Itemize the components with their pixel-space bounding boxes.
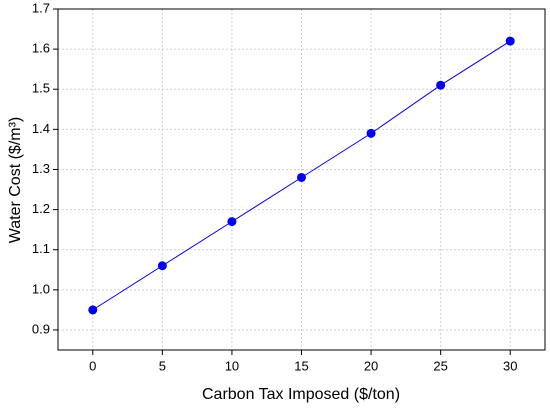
x-tick-label: 5 [159, 358, 166, 373]
plot-frame [57, 8, 546, 351]
data-point [157, 261, 167, 271]
data-point [505, 36, 515, 46]
y-tick-label: 1.6 [32, 41, 50, 56]
y-tick-label: 0.9 [32, 321, 50, 336]
y-tick-label: 1.2 [32, 201, 50, 216]
y-tick-label: 1.5 [32, 81, 50, 96]
x-tick-label: 10 [225, 358, 239, 373]
x-tick-label: 0 [89, 358, 96, 373]
data-point [366, 128, 376, 138]
data-point [297, 172, 306, 182]
data-point [227, 217, 237, 227]
y-tick-label: 1.7 [32, 0, 50, 15]
data-point [88, 305, 98, 315]
x-tick-label: 30 [503, 358, 517, 373]
x-tick-label: 20 [364, 358, 378, 373]
y-axis-title: Water Cost ($/m³) [7, 117, 24, 244]
y-tick-label: 1.4 [32, 121, 50, 136]
x-tick-label: 25 [433, 358, 447, 373]
y-tick-label: 1.0 [32, 281, 50, 296]
x-axis-title: Carbon Tax Imposed ($/ton) [202, 386, 400, 403]
y-tick-label: 1.1 [32, 241, 50, 256]
data-point [436, 80, 446, 90]
y-tick-label: 1.3 [32, 161, 50, 176]
x-tick-label: 15 [294, 358, 308, 373]
